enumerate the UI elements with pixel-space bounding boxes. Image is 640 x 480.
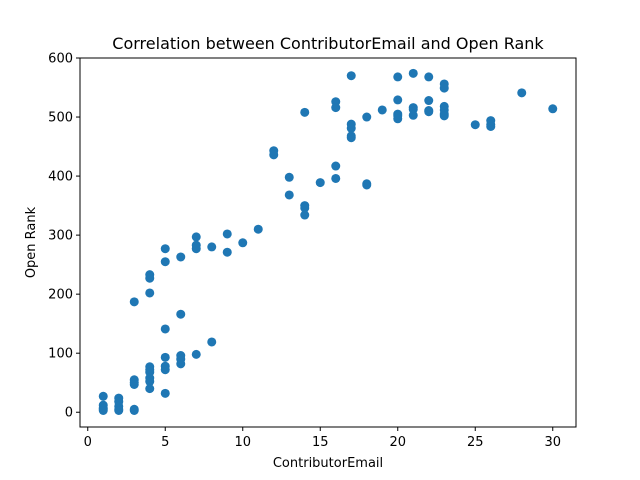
y-tick-label: 300: [48, 229, 73, 244]
data-point: [191, 349, 201, 359]
data-point: [269, 150, 279, 160]
x-tick-label: 30: [544, 435, 561, 450]
x-tick-label: 15: [312, 435, 329, 450]
data-point: [393, 114, 403, 124]
plot-frame: [79, 57, 577, 428]
data-point: [222, 247, 232, 257]
x-axis-ticks: 0 5 10 15 20 25 30: [84, 427, 561, 450]
data-point: [300, 107, 310, 117]
data-point: [331, 173, 341, 183]
data-point: [145, 288, 155, 298]
data-point: [284, 190, 294, 200]
data-point: [315, 178, 325, 188]
data-point: [160, 324, 170, 334]
data-point: [129, 297, 139, 307]
data-point: [486, 121, 496, 131]
data-point: [98, 391, 108, 401]
x-axis-label: ContributorEmail: [273, 456, 383, 471]
data-point: [145, 273, 155, 283]
data-point: [129, 379, 139, 389]
data-point: [253, 224, 263, 234]
data-point: [98, 405, 108, 415]
y-tick-label: 100: [48, 347, 73, 362]
data-point: [393, 95, 403, 105]
data-point: [362, 180, 372, 190]
x-tick-label: 10: [234, 435, 251, 450]
y-axis-ticks: 0 100 200 300 400 500 600: [48, 52, 80, 421]
data-point: [114, 405, 124, 415]
y-tick-label: 0: [65, 406, 73, 421]
data-point: [408, 68, 418, 78]
data-point: [176, 252, 186, 262]
x-tick-label: 25: [467, 435, 484, 450]
data-point: [222, 229, 232, 239]
data-point: [284, 172, 294, 182]
data-point: [517, 88, 527, 98]
data-point: [191, 244, 201, 254]
data-point: [238, 238, 248, 248]
data-point: [176, 359, 186, 369]
data-point: [424, 72, 434, 82]
data-point: [346, 133, 356, 143]
data-point: [393, 72, 403, 82]
data-point: [160, 244, 170, 254]
data-point: [346, 123, 356, 133]
chart-title: Correlation between ContributorEmail and…: [112, 34, 544, 53]
data-point: [160, 257, 170, 267]
x-tick-label: 0: [84, 435, 92, 450]
data-point: [439, 83, 449, 93]
data-point: [424, 107, 434, 117]
data-point: [300, 210, 310, 220]
data-point: [408, 110, 418, 120]
data-point: [207, 337, 217, 347]
x-tick-label: 5: [161, 435, 169, 450]
data-point: [331, 161, 341, 171]
data-point: [176, 309, 186, 319]
y-tick-label: 600: [48, 52, 73, 67]
data-point: [362, 112, 372, 122]
data-point: [377, 105, 387, 115]
data-point: [145, 384, 155, 394]
data-point: [346, 71, 356, 81]
data-point: [424, 96, 434, 106]
data-point: [160, 352, 170, 362]
data-point: [129, 405, 139, 415]
data-point: [207, 242, 217, 252]
data-point: [548, 104, 558, 114]
y-tick-label: 500: [48, 111, 73, 126]
y-tick-label: 200: [48, 288, 73, 303]
data-point: [160, 365, 170, 375]
y-tick-label: 400: [48, 170, 73, 185]
y-axis-label: Open Rank: [24, 206, 39, 278]
data-point: [331, 103, 341, 113]
x-tick-label: 20: [389, 435, 406, 450]
data-point: [439, 111, 449, 121]
data-point: [300, 203, 310, 213]
data-points: [98, 68, 558, 415]
data-point: [470, 120, 480, 130]
data-point: [191, 232, 201, 242]
data-point: [160, 388, 170, 398]
data-point: [145, 377, 155, 387]
